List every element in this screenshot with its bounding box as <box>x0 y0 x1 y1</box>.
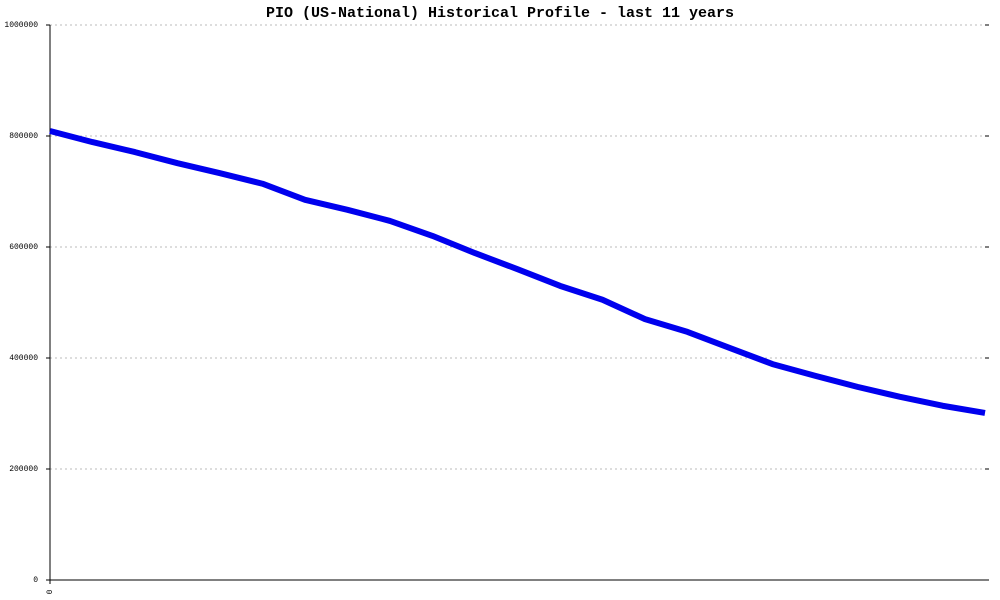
y-tick-label: 600000 <box>9 243 38 252</box>
y-tick-label: 0 <box>33 576 38 585</box>
y-tick-label: 200000 <box>9 465 38 474</box>
data-line <box>49 128 986 416</box>
x-tick-label: 0 <box>46 589 55 594</box>
chart-title: PIO (US-National) Historical Profile - l… <box>266 5 734 22</box>
y-tick-label: 1000000 <box>4 21 38 30</box>
y-tick-label: 800000 <box>9 132 38 141</box>
y-tick-label: 400000 <box>9 354 38 363</box>
